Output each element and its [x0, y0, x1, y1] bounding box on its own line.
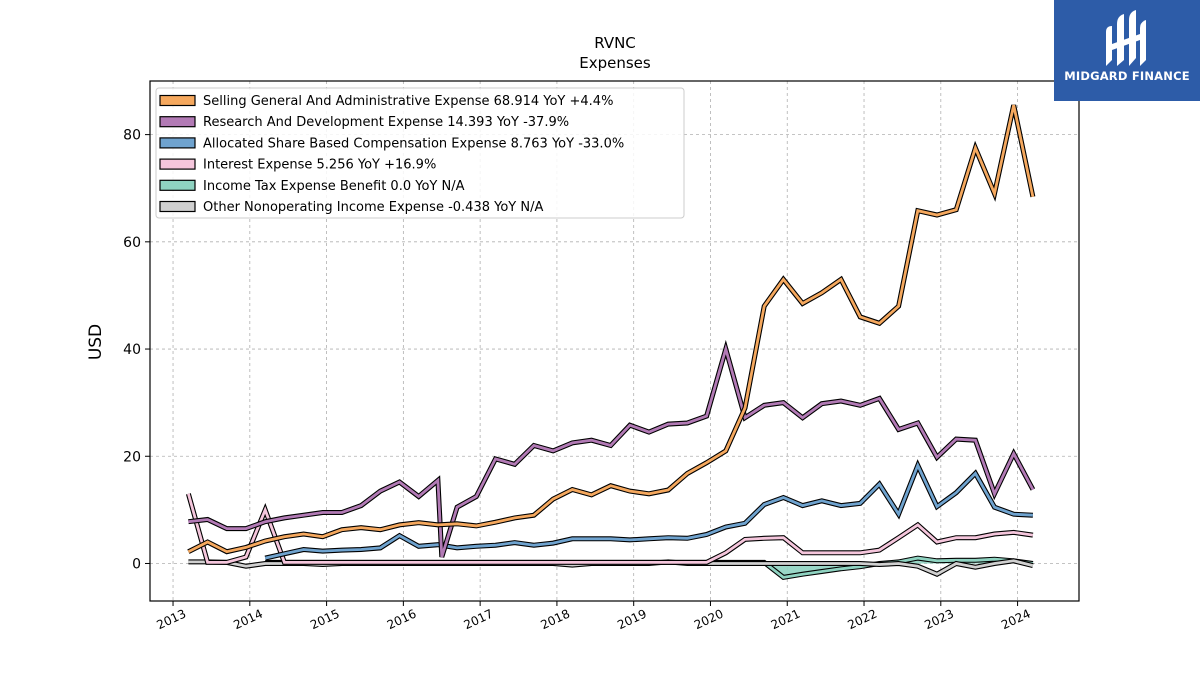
- series-2: [264, 459, 1034, 561]
- series-1: [188, 339, 1036, 558]
- x-tick-label: 2019: [615, 607, 649, 633]
- series-line: [188, 343, 1035, 558]
- chart-title: RVNC: [594, 34, 636, 52]
- y-axis-label: USD: [86, 324, 106, 360]
- x-tick-label: 2015: [308, 607, 342, 633]
- x-tick-label: 2013: [155, 607, 189, 633]
- y-tick-label: 60: [123, 235, 141, 251]
- legend: Selling General And Administrative Expen…: [155, 87, 685, 219]
- series-line: [187, 493, 1034, 564]
- legend-swatch: [159, 137, 196, 149]
- y-tick-label: 20: [123, 449, 141, 465]
- y-tick-label: 0: [132, 556, 141, 572]
- series-3: [185, 493, 1034, 565]
- series-outline: [188, 339, 1036, 558]
- legend-swatch: [159, 200, 196, 213]
- x-tick-label: 2024: [999, 607, 1033, 633]
- series-0: [187, 104, 1036, 555]
- y-tick-label: 80: [123, 128, 141, 144]
- legend-swatch: [159, 116, 196, 128]
- plot-frame: [149, 80, 1080, 602]
- legend-entry: Income Tax Expense Benefit 0.0 YoY N/A: [203, 179, 465, 194]
- y-axis-ticks: 0 20 40 60 80: [123, 128, 150, 572]
- y-tick-label: 40: [123, 342, 141, 358]
- legend-swatch: [159, 94, 196, 107]
- chart-subtitle: Expenses: [579, 54, 651, 72]
- midgard-logo-icon: [1106, 10, 1146, 66]
- legend-entry: Selling General And Administrative Expen…: [203, 94, 613, 109]
- series-line: [264, 461, 1033, 560]
- brand-name: MIDGARD FINANCE: [1064, 69, 1190, 83]
- series-layer: [185, 104, 1036, 581]
- legend-entry: Allocated Share Based Compensation Expen…: [203, 136, 624, 151]
- legend-entry: Research And Development Expense 14.393 …: [203, 115, 569, 130]
- series-line: [187, 104, 1035, 554]
- x-tick-label: 2014: [231, 607, 265, 633]
- x-axis-ticks: 2013 2014 2015 2016 2017 2018 2019 2020 2021 2022…: [155, 601, 1033, 632]
- x-tick-label: 2018: [538, 607, 572, 633]
- brand-logo: MIDGARD FINANCE: [1054, 0, 1200, 101]
- legend-entry: Interest Expense 5.256 YoY +16.9%: [203, 158, 436, 173]
- legend-swatch: [159, 179, 196, 191]
- legend-entry: Other Nonoperating Income Expense -0.438…: [203, 200, 543, 215]
- x-tick-label: 2023: [922, 607, 956, 633]
- series-outline: [264, 459, 1034, 561]
- legend-box: [155, 87, 685, 219]
- x-tick-label: 2022: [846, 607, 880, 633]
- x-tick-label: 2016: [385, 607, 419, 633]
- x-tick-label: 2021: [769, 607, 803, 633]
- legend-swatch: [159, 158, 196, 170]
- x-tick-label: 2017: [462, 607, 496, 633]
- x-tick-label: 2020: [692, 607, 726, 633]
